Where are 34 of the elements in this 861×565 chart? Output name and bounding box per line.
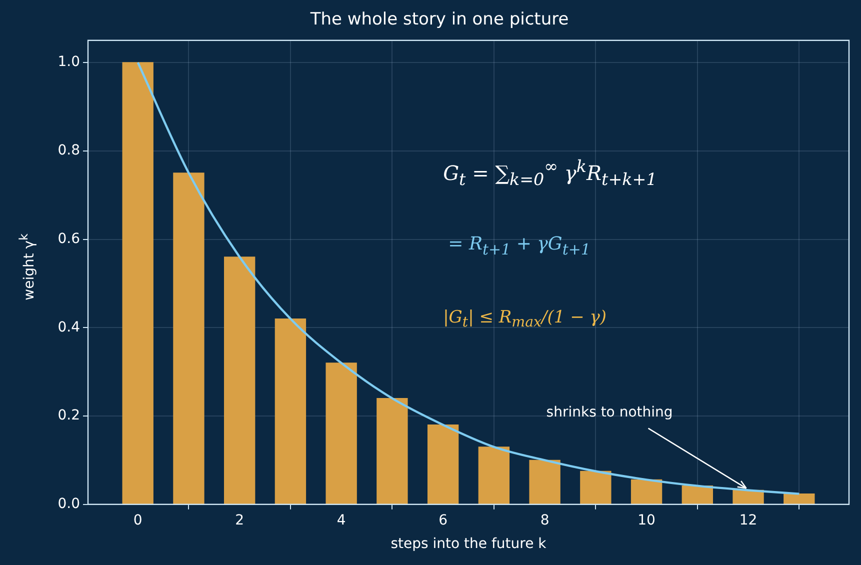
- x-tick-label: 6: [438, 512, 448, 528]
- bar: [580, 470, 612, 504]
- x-tick-label: 10: [638, 512, 656, 528]
- bar: [630, 479, 662, 504]
- bar: [529, 460, 560, 504]
- bar: [784, 493, 815, 504]
- y-tick-label: 0.0: [58, 496, 80, 512]
- x-tick-label: 4: [336, 512, 346, 528]
- bar: [376, 398, 408, 504]
- annotation: shrinks to nothing: [546, 404, 673, 420]
- bar: [224, 256, 256, 504]
- text: G$_{t}$ = ∑$_{k=0}$$^{∞}$ γ$^{k}$R$_{t+k+1}$: [443, 157, 657, 189]
- x-axis-title: steps into the future k: [390, 536, 548, 552]
- y-tick-label: 1.0: [58, 54, 80, 70]
- y-tick-label: 0.2: [58, 408, 80, 424]
- bar: [122, 62, 154, 504]
- x-tick-label: 0: [133, 512, 142, 528]
- bar: [274, 318, 306, 504]
- bar: [326, 362, 357, 504]
- bar: [478, 446, 510, 504]
- annotation: = R$_{t+1}$ + γG$_{t+1}$: [448, 234, 590, 258]
- annotation: |G$_{t}$| ≤ R$_{max}$/(1 − γ): [443, 307, 607, 330]
- x-tick-label: 2: [235, 512, 244, 528]
- y-tick-label: 0.6: [58, 230, 80, 247]
- bar: [682, 486, 713, 504]
- y-tick-label: 0.4: [58, 319, 80, 336]
- bar: [427, 424, 459, 504]
- bar: [173, 172, 204, 504]
- x-tick-label: 8: [540, 512, 550, 528]
- y-tick-label: 0.8: [58, 142, 80, 159]
- line-series: [136, 61, 800, 495]
- chart-title: The whole story in one picture: [309, 10, 569, 30]
- x-tick-label: 12: [739, 512, 758, 528]
- bar: [732, 490, 764, 504]
